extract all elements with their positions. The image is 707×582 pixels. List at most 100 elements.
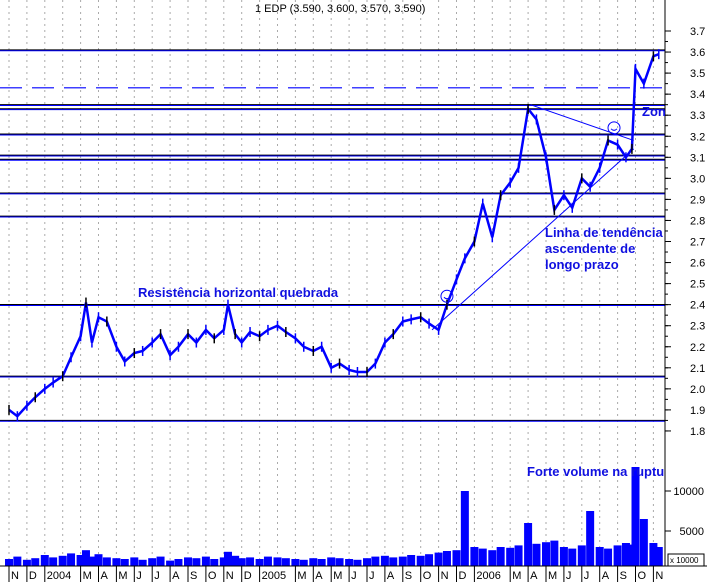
x-tick-label: A	[315, 570, 323, 582]
volume-bar	[130, 557, 139, 566]
volume-bar	[613, 545, 622, 566]
volume-bar	[506, 547, 515, 566]
x-tick-label: D	[459, 570, 467, 582]
volume-bar	[273, 557, 282, 566]
time-axis: N D 2004 M A M J J A S O N D 2005 M A M J J A S O N D 2006 M A M J J A…	[8, 566, 663, 582]
y-tick-label: 2.9	[690, 194, 705, 206]
y-tick-label: 2.3	[690, 321, 705, 333]
x-tick-label: M	[512, 570, 521, 582]
volume-bar	[488, 550, 497, 566]
smiley-icon	[440, 289, 454, 303]
volume-bar	[174, 559, 183, 566]
smiley-mouth	[610, 128, 618, 131]
x-tick-label: A	[172, 570, 180, 582]
volume-bar	[102, 557, 111, 566]
x-tick-label: M	[83, 570, 92, 582]
smiley-mouth	[443, 296, 451, 300]
volume-bar	[407, 555, 416, 566]
volume-bar	[586, 511, 595, 566]
volume-bar	[442, 551, 451, 566]
volume-bar	[67, 553, 76, 566]
volume-bar	[631, 467, 640, 566]
y-tick-label: 1.8	[690, 426, 705, 438]
annotation-zone: Zon	[642, 104, 666, 119]
x-tick-label: 2004	[47, 570, 71, 582]
volume-bar	[166, 560, 175, 566]
volume-bar	[416, 555, 425, 566]
x-tick-label: M	[118, 570, 127, 582]
volume-bar	[299, 559, 308, 566]
y-tick-label: 1.9	[690, 405, 705, 417]
x-tick-label: J	[369, 570, 375, 582]
volume-bar	[309, 558, 318, 566]
trendline	[431, 148, 635, 331]
volume-bar	[654, 547, 663, 566]
volume-bar	[470, 547, 479, 566]
volume-bar	[81, 550, 90, 566]
x-tick-label: J	[566, 570, 572, 582]
volume-bar	[380, 555, 389, 566]
x-tick-label: S	[405, 570, 412, 582]
x-tick-label: 2006	[476, 570, 500, 582]
volume-bar	[219, 557, 228, 566]
x-tick-label: J	[154, 570, 160, 582]
y-tick-label: 2.0	[690, 384, 705, 396]
volume-tick-label: 10000	[673, 486, 704, 498]
price-axis: 1.8 1.9 2.0 2.1 2.2 2.3 2.4 2.5 2.6 2.7 2.8 2.9 3.0 3…	[665, 26, 705, 438]
volume-bar	[201, 556, 210, 566]
x-tick-label: N	[655, 570, 663, 582]
x-tick-label: O	[208, 570, 217, 582]
volume-bars	[5, 467, 663, 566]
volume-bar	[255, 559, 264, 566]
x-tick-label: D	[29, 570, 37, 582]
y-tick-label: 2.1	[690, 363, 705, 375]
volume-bar	[76, 555, 85, 566]
volume-bar	[13, 556, 22, 566]
annotation-trend-2: ascendente de	[545, 241, 635, 256]
volume-bar	[559, 547, 568, 566]
volume-unit: x 10000	[670, 556, 699, 565]
volume-bar	[434, 552, 443, 566]
volume-bar	[156, 556, 165, 566]
volume-bar	[291, 559, 300, 566]
x-tick-label: O	[423, 570, 432, 582]
x-tick-label: N	[441, 570, 449, 582]
y-tick-label: 2.8	[690, 215, 705, 227]
volume-bar	[577, 545, 586, 566]
volume-bar	[237, 558, 246, 566]
x-tick-label: N	[226, 570, 234, 582]
y-tick-label: 3.4	[690, 89, 705, 101]
volume-bar	[542, 542, 550, 566]
price-series	[8, 49, 660, 422]
volume-bar	[49, 557, 58, 566]
x-tick-label: A	[602, 570, 610, 582]
y-tick-label: 3.3	[690, 110, 705, 122]
volume-bar	[5, 559, 13, 566]
volume-bar	[281, 558, 290, 566]
annotation-resistance: Resistência horizontal quebrada	[138, 285, 339, 300]
y-tick-label: 3.5	[690, 68, 705, 80]
volume-bar	[353, 559, 362, 566]
y-tick-label: 2.6	[690, 258, 705, 270]
volume-bar	[327, 557, 336, 566]
x-tick-label: 2005	[262, 570, 286, 582]
volume-bar	[595, 547, 604, 566]
volume-bar	[231, 555, 240, 566]
volume-bar	[210, 559, 219, 566]
volume-bar	[138, 559, 147, 566]
volume-bar	[425, 554, 434, 566]
volume-unit-box	[667, 553, 705, 567]
volume-bar	[31, 558, 40, 566]
x-tick-label: O	[638, 570, 647, 582]
volume-bar	[496, 547, 505, 566]
volume-bar	[345, 559, 354, 566]
volume-bar	[621, 543, 630, 566]
y-tick-label: 3.6	[690, 47, 705, 59]
volume-bar	[398, 556, 407, 566]
x-tick-label: N	[11, 570, 19, 582]
y-tick-label: 3.1	[690, 152, 705, 164]
volume-bar	[371, 556, 380, 566]
volume-bar	[87, 556, 96, 566]
x-tick-label: A	[530, 570, 538, 582]
